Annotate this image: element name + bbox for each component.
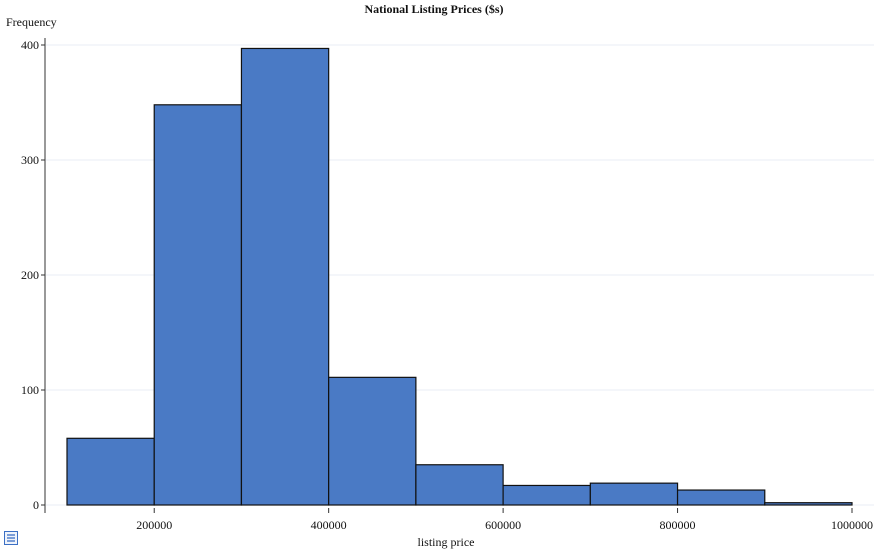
histogram-bar	[589, 482, 679, 506]
histogram-bar	[676, 489, 766, 506]
y-tick-label: 100	[21, 383, 39, 397]
x-tick-label: 800000	[660, 518, 696, 532]
histogram-bar	[240, 47, 330, 506]
x-tick-label: 200000	[136, 518, 172, 532]
histogram-bar	[66, 437, 155, 506]
histogram-bar	[502, 484, 591, 506]
x-tick-labels: 200000 400000 600000 800000 1000000	[136, 518, 873, 532]
x-tick-label: 1000000	[831, 518, 873, 532]
axes	[41, 38, 853, 513]
x-tick-label: 400000	[311, 518, 347, 532]
list-icon[interactable]	[4, 531, 18, 545]
y-tick-label: 400	[21, 38, 39, 52]
y-tick-labels: 0 100 200 300 400	[21, 38, 39, 512]
y-axis-title: Frequency	[6, 15, 57, 29]
histogram-bar	[328, 376, 417, 506]
chart-title: National Listing Prices ($s)	[365, 2, 504, 16]
bars	[66, 47, 853, 506]
histogram-bar	[764, 502, 853, 506]
y-tick-label: 300	[21, 153, 39, 167]
x-axis-title: listing price	[418, 535, 475, 549]
y-tick-label: 0	[33, 498, 39, 512]
y-tick-label: 200	[21, 268, 39, 282]
x-tick-label: 600000	[485, 518, 521, 532]
histogram-bar	[415, 464, 504, 506]
histogram-bar	[153, 104, 243, 506]
